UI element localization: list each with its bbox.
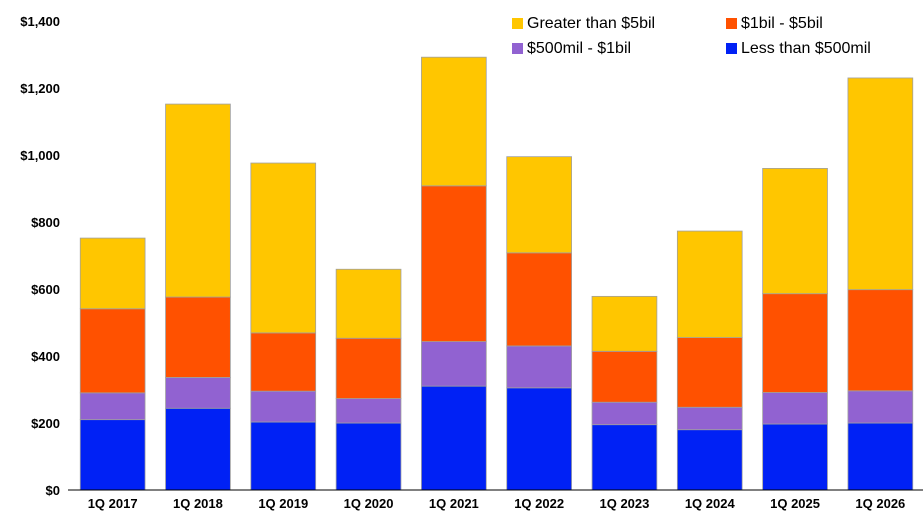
bar-segment [506,387,572,491]
legend-swatch [512,43,523,54]
bar-segment [762,167,828,295]
legend-swatch [726,43,737,54]
x-tick-label: 1Q 2023 [600,496,650,511]
y-tick-label: $600 [31,282,60,297]
legend: Greater than $5bil $1bil - $5bil $500mil -… [512,15,871,57]
y-tick-label: $0 [46,483,60,498]
bar-segment [421,341,487,387]
bar-segment [335,398,402,424]
bar-segment [762,392,828,425]
x-tick-label: 1Q 2018 [173,496,223,511]
legend-label: Less than $500mil [741,40,871,57]
bar-segment [165,103,231,298]
bar-segment [165,377,231,409]
bar-segment [676,230,743,338]
bar-segment [676,406,743,431]
bar-segment [335,422,402,491]
bar-segment [847,422,914,491]
bar-segment [591,295,658,352]
bar-segment [250,421,317,491]
bar-segment [421,185,487,343]
x-tick-label: 1Q 2019 [258,496,308,511]
bar-segment [762,423,828,491]
bar-segment [591,401,658,426]
bar-segment [79,237,146,310]
x-tick-label: 1Q 2024 [685,496,736,511]
bar-segment [250,332,317,392]
bar-segment [506,345,572,389]
bar-segment [165,407,231,491]
y-tick-label: $800 [31,215,60,230]
y-tick-label: $1,000 [20,148,60,163]
y-axis-ticks: $0 $200 $400 $600 $800 $1,000 $1,200 $1,400 [20,14,60,498]
bar-segment [421,56,487,187]
x-tick-label: 1Q 2022 [514,496,564,511]
bar-segment [421,385,487,491]
bars [79,56,914,491]
bar-segment [506,252,572,347]
bar-segment [591,350,658,403]
bar-segment [676,337,743,408]
bar-segment [79,419,146,491]
bar-segment [250,390,317,423]
bar-segment [79,308,146,394]
legend-swatch [726,18,737,29]
bar-segment [676,429,743,491]
legend-label: $500mil - $1bil [527,40,631,57]
bar-segment [847,289,914,392]
y-tick-label: $400 [31,349,60,364]
bar-segment [762,293,828,393]
x-tick-label: 1Q 2026 [855,496,905,511]
x-tick-label: 1Q 2025 [770,496,820,511]
legend-label: $1bil - $5bil [741,15,823,32]
bar-segment [335,337,402,399]
legend-swatch [512,18,523,29]
bar-segment [506,156,572,254]
x-tick-label: 1Q 2017 [88,496,138,511]
x-tick-label: 1Q 2021 [429,496,479,511]
legend-label: Greater than $5bil [527,15,655,32]
bar-segment [165,296,231,378]
x-tick-label: 1Q 2020 [344,496,394,511]
y-tick-label: $1,200 [20,81,60,96]
y-tick-label: $1,400 [20,14,60,29]
bar-segment [847,77,914,291]
bar-segment [591,424,658,491]
x-axis-ticks: 1Q 2017 1Q 2018 1Q 2019 1Q 2020 1Q 2021 1Q 20… [88,496,906,511]
bar-segment [250,162,317,334]
bar-segment [335,268,402,339]
bar-segment [79,392,146,421]
y-tick-label: $200 [31,416,60,431]
bar-segment [847,390,914,424]
